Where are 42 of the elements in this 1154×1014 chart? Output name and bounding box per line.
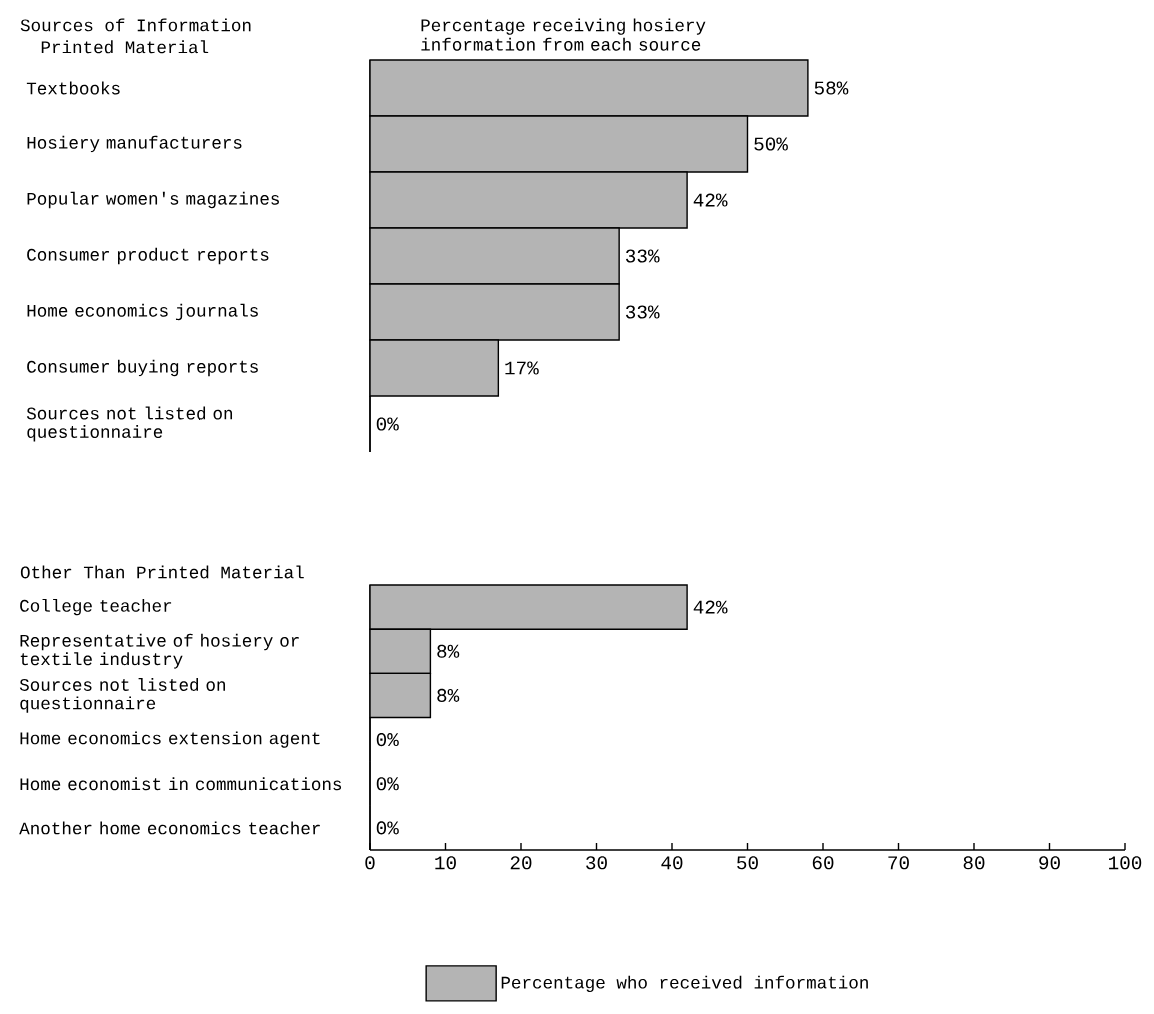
y-tick-label: Popular women's magazines [27, 191, 279, 209]
data-label: 33% [625, 249, 660, 263]
data-label: 42% [693, 600, 728, 614]
source-note: Sources of Information [20, 18, 251, 32]
data-label: 42% [693, 193, 728, 207]
y-tick-label: Home economics journals [27, 303, 258, 321]
text: Percentage receiving hosiery information from each source [421, 18, 706, 51]
x-tick-label: 50 [737, 856, 758, 870]
y-tick-label: Consumer product reports [27, 247, 269, 265]
y-tick-label: Hosiery manufacturers [27, 135, 242, 153]
y-tick-label: Sources not listed on questionnaire [19, 678, 225, 713]
x-tick-label: 20 [510, 856, 532, 870]
x-tick-label: 80 [963, 856, 985, 870]
x-tick-label: 100 [1109, 856, 1142, 870]
legend-label: Percentage who received information [501, 975, 868, 993]
data-label: 0% [376, 733, 399, 747]
data-label: 33% [625, 305, 660, 319]
y-tick-label: College teacher [20, 598, 172, 616]
data-label: 0% [376, 777, 399, 791]
x-tick-label: 60 [812, 856, 834, 870]
data-label: 8% [437, 688, 460, 702]
data-label: 50% [754, 137, 788, 151]
x-tick-label: 70 [888, 856, 909, 870]
y-tick-label: Textbooks [26, 81, 120, 95]
x-tick-label: 40 [661, 856, 683, 870]
data-label: 17% [505, 361, 539, 375]
y-tick-label: Sources not listed on questionnaire [26, 406, 233, 442]
data-label: 8% [437, 644, 460, 658]
x-tick-label: 10 [435, 856, 456, 870]
y-tick-label: Home economics extension agent [20, 731, 320, 748]
data-label: 0% [376, 417, 399, 431]
y-tick-label: Home economist in communications [20, 777, 342, 791]
x-tick-label: 0 [365, 856, 375, 870]
y-tick-label: Representative of hosiery or textile industry [20, 633, 299, 669]
text: Printed Material [41, 40, 209, 54]
data-label: 58% [814, 81, 849, 95]
x-tick-label: 90 [1039, 856, 1060, 870]
data-label: 0% [376, 821, 399, 835]
text: Other Than Printed Material [20, 565, 304, 579]
y-tick-label: Another home economics teacher [19, 821, 320, 835]
y-tick-label: Consumer buying reports [27, 359, 258, 377]
x-tick-label: 30 [586, 856, 607, 870]
